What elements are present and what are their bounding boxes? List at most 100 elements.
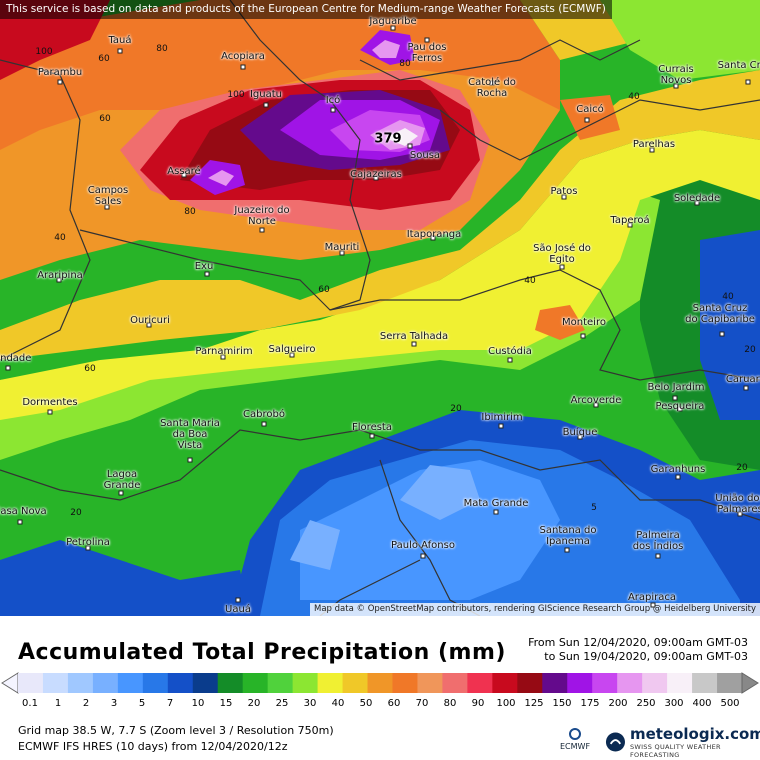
scale-tick-label: 50 <box>359 698 373 709</box>
brand-name: meteologix.com <box>629 725 760 743</box>
city-label: Mata Grande <box>463 498 529 509</box>
city-label: Patos <box>550 186 578 197</box>
city-label: Catolé do Rocha <box>468 77 516 99</box>
precipitation-map[interactable]: This service is based on data and produc… <box>0 0 760 616</box>
color-scale-bar <box>1 672 759 694</box>
scale-swatch <box>342 673 369 693</box>
scale-swatch <box>117 673 144 693</box>
city-label: Buíque <box>562 427 598 438</box>
scale-swatch <box>242 673 269 693</box>
city-label: Santa Maria da Boa Vista <box>160 418 220 451</box>
city-label: Palmeira dos Índios <box>632 530 684 552</box>
contour-label: 20 <box>450 404 462 414</box>
city-label: Petrolina <box>66 537 110 548</box>
scale-tick-label: 90 <box>471 698 485 709</box>
scale-swatch <box>642 673 668 693</box>
city-label: Tauá <box>108 35 132 46</box>
city-label: Casa Nova <box>0 506 47 517</box>
contour-label: 40 <box>628 92 640 102</box>
city-label: Assaré <box>167 166 201 177</box>
scale-swatch <box>492 673 518 693</box>
contour-label: 20 <box>736 463 748 473</box>
city-label: Parelhas <box>632 139 676 150</box>
scale-tick-label: 400 <box>692 698 712 709</box>
scale-swatch <box>592 673 618 693</box>
scale-swatch <box>317 673 344 693</box>
city-label: Ouricuri <box>130 315 170 326</box>
city-label: Exu <box>194 261 214 272</box>
scale-swatch <box>217 673 244 693</box>
contour-label: 100 <box>35 47 53 57</box>
scale-swatch <box>142 673 169 693</box>
scale-tick-label: 250 <box>636 698 656 709</box>
scale-swatch <box>467 673 493 693</box>
scale-swatch <box>517 673 543 693</box>
scale-tick-label: 125 <box>524 698 544 709</box>
scale-tick-label: 20 <box>247 698 261 709</box>
contour-label: 20 <box>744 345 756 355</box>
contour-label: 40 <box>54 233 66 243</box>
scale-swatch <box>167 673 194 693</box>
legend-title: Accumulated Total Precipitation (mm) <box>18 640 506 665</box>
forecast-period: From Sun 12/04/2020, 09:00am GMT-03 to S… <box>528 636 748 664</box>
scale-tick-label: 70 <box>415 698 429 709</box>
contour-label: 60 <box>84 364 96 374</box>
scale-tick-label: 2 <box>82 698 90 709</box>
scale-swatch <box>717 673 743 693</box>
city-label: Jaguaribe <box>369 16 417 27</box>
city-label: Arapiraca <box>627 592 677 603</box>
scale-swatch <box>267 673 294 693</box>
city-label: Floresta <box>352 422 392 433</box>
city-label: Garanhuns <box>650 464 706 475</box>
scale-swatch <box>442 673 468 693</box>
city-label: Parambu <box>37 67 83 78</box>
city-label: Soledade <box>673 193 721 204</box>
city-label: Mauriti <box>324 242 360 253</box>
contour-label: 60 <box>318 285 330 295</box>
scale-tick-label: 3 <box>110 698 118 709</box>
city-label: Cabrobó <box>243 409 285 420</box>
city-label: Campos Sales <box>87 185 129 207</box>
contour-label: 60 <box>98 54 110 64</box>
scale-tick-label: 40 <box>331 698 345 709</box>
city-label: Custódia <box>488 346 532 357</box>
contour-label: 80 <box>399 59 411 69</box>
scale-swatch <box>417 673 443 693</box>
city-label: Caicó <box>576 104 604 115</box>
map-attribution[interactable]: Map data © OpenStreetMap contributors, r… <box>310 603 760 616</box>
scale-tick-label: 200 <box>608 698 628 709</box>
scale-swatch <box>292 673 319 693</box>
data-source-notice: This service is based on data and produc… <box>0 0 612 19</box>
scale-tick-label: 175 <box>580 698 600 709</box>
contour-label: 20 <box>70 508 82 518</box>
contour-label: 5 <box>591 503 597 513</box>
brand-tagline: SWISS QUALITY WEATHER FORECASTING <box>629 743 721 759</box>
city-label: Itaporanga <box>406 229 462 240</box>
map-field <box>0 0 760 616</box>
scale-swatch <box>192 673 219 693</box>
city-label: Paulo Afonso <box>391 540 455 551</box>
scale-tick-label: 7 <box>166 698 174 709</box>
contour-label: 80 <box>156 44 168 54</box>
city-label: Ibimirim <box>481 412 523 423</box>
city-label: Icó <box>325 95 341 106</box>
city-label: Belo Jardim <box>647 382 705 393</box>
scale-tick-label: 60 <box>387 698 401 709</box>
city-label: São José do Egito <box>533 243 591 265</box>
scale-tick-label: 150 <box>552 698 572 709</box>
city-label: Caruaru <box>725 374 760 385</box>
scale-tick-label: 500 <box>720 698 740 709</box>
scale-swatch <box>42 673 69 693</box>
city-label: Monteiro <box>562 317 606 328</box>
scale-swatch <box>367 673 393 693</box>
contour-label: 40 <box>722 292 734 302</box>
period-from: From Sun 12/04/2020, 09:00am GMT-03 <box>528 636 748 649</box>
meteologix-logo[interactable]: meteologix.com SWISS QUALITY WEATHER FOR… <box>605 725 760 759</box>
city-label: Uauá <box>225 604 251 615</box>
ecmwf-logo: ECMWF <box>560 728 590 751</box>
city-label: Iguatu <box>249 89 283 100</box>
legend-panel: Accumulated Total Precipitation (mm) Fro… <box>0 616 760 760</box>
scale-tick-label: 0.1 <box>22 698 38 709</box>
city-label: Salgueiro <box>268 344 316 355</box>
scale-swatch <box>92 673 119 693</box>
